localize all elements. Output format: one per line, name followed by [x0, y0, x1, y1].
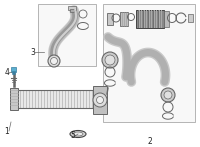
Bar — [68, 6, 76, 10]
Circle shape — [48, 55, 60, 67]
Bar — [143, 10, 144, 28]
Bar — [151, 10, 152, 28]
Bar — [136, 10, 164, 28]
Bar — [188, 14, 193, 22]
Circle shape — [102, 52, 118, 68]
Bar — [103, 4, 195, 122]
Ellipse shape — [73, 132, 83, 136]
Bar — [10, 88, 18, 110]
Text: 5: 5 — [71, 132, 75, 141]
Circle shape — [97, 96, 104, 103]
Bar — [12, 71, 15, 74]
Bar — [38, 4, 96, 66]
Bar — [141, 10, 142, 28]
Bar — [164, 11, 169, 27]
Bar — [138, 10, 140, 28]
Bar — [161, 10, 162, 28]
Bar — [140, 10, 142, 28]
Bar — [156, 10, 157, 28]
Text: 3: 3 — [31, 47, 35, 56]
Text: 1: 1 — [5, 127, 9, 136]
Bar — [139, 10, 140, 28]
Circle shape — [93, 93, 107, 107]
Text: 4: 4 — [5, 67, 9, 76]
Bar — [146, 10, 147, 28]
Circle shape — [105, 55, 115, 65]
Bar — [93, 86, 107, 114]
Bar — [11, 67, 16, 72]
Bar — [156, 10, 157, 28]
Bar — [18, 90, 93, 108]
Bar — [120, 12, 128, 26]
Bar — [159, 10, 160, 28]
Bar — [107, 13, 113, 25]
Circle shape — [164, 91, 172, 99]
Circle shape — [51, 57, 58, 65]
Ellipse shape — [70, 131, 86, 137]
Text: 2: 2 — [148, 137, 152, 146]
Bar — [146, 10, 147, 28]
Bar — [149, 10, 150, 28]
Bar — [70, 9, 74, 12]
Bar — [153, 10, 154, 28]
Bar — [151, 10, 152, 28]
Bar — [148, 10, 150, 28]
Circle shape — [161, 88, 175, 102]
Bar — [158, 10, 160, 28]
Bar — [160, 10, 162, 28]
